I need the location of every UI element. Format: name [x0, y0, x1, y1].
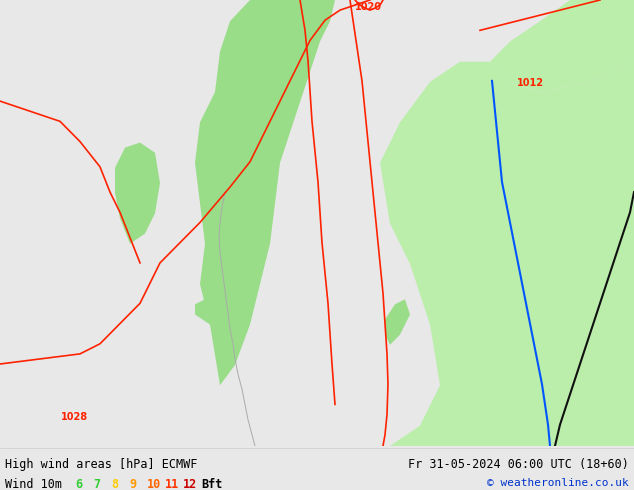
Text: Bft: Bft [201, 478, 223, 490]
Text: 12: 12 [183, 478, 197, 490]
Polygon shape [195, 299, 215, 324]
Text: 10: 10 [147, 478, 161, 490]
Polygon shape [115, 143, 160, 244]
Text: 11: 11 [165, 478, 179, 490]
Text: Fr 31-05-2024 06:00 UTC (18+60): Fr 31-05-2024 06:00 UTC (18+60) [408, 458, 629, 471]
Polygon shape [490, 0, 634, 92]
Text: 6: 6 [75, 478, 82, 490]
Polygon shape [195, 0, 335, 385]
Text: 1028: 1028 [61, 412, 89, 421]
Text: 7: 7 [93, 478, 100, 490]
Text: High wind areas [hPa] ECMWF: High wind areas [hPa] ECMWF [5, 458, 197, 471]
Text: © weatheronline.co.uk: © weatheronline.co.uk [488, 478, 629, 488]
Polygon shape [385, 299, 410, 345]
Text: 9: 9 [129, 478, 136, 490]
Polygon shape [380, 62, 634, 446]
Text: Wind 10m: Wind 10m [5, 478, 62, 490]
Text: 8: 8 [111, 478, 118, 490]
Text: 1020: 1020 [354, 2, 382, 12]
Text: 1012: 1012 [517, 78, 543, 88]
